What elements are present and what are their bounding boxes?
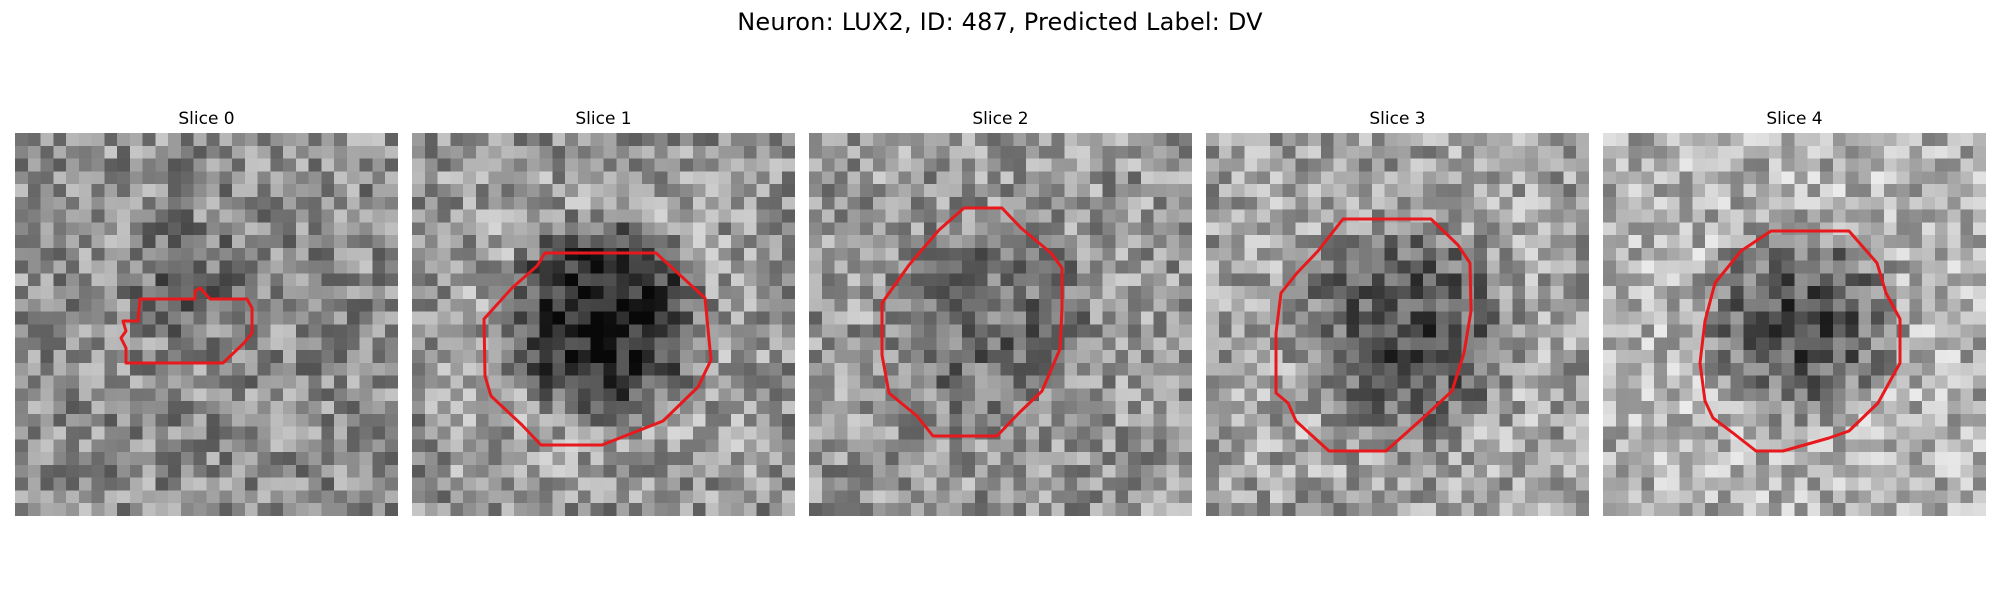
slice-title-1: Slice 1 <box>575 109 632 129</box>
slice-title-2: Slice 2 <box>972 109 1029 129</box>
grayscale-texture <box>412 133 795 516</box>
slice-image-0 <box>15 133 398 516</box>
grayscale-texture <box>15 133 398 516</box>
slice-panel-3: Slice 3 <box>1206 108 1589 516</box>
grayscale-texture <box>1603 133 1986 516</box>
neuron-contour <box>1274 217 1473 453</box>
slice-title-4: Slice 4 <box>1766 109 1823 129</box>
slice-panel-0: Slice 0 <box>15 108 398 516</box>
neuron-contour <box>1698 229 1902 453</box>
grayscale-texture <box>1206 133 1589 516</box>
slice-image-2 <box>809 133 1192 516</box>
neuron-contour <box>119 286 254 365</box>
slice-panel-4: Slice 4 <box>1603 108 1986 516</box>
slice-image-3 <box>1206 133 1589 516</box>
neuron-contour <box>482 251 713 447</box>
neuron-contour <box>880 206 1064 438</box>
figure-title: Neuron: LUX2, ID: 487, Predicted Label: … <box>737 8 1263 36</box>
slice-title-0: Slice 0 <box>178 109 235 129</box>
slice-panel-2: Slice 2 <box>809 108 1192 516</box>
grayscale-texture <box>809 133 1192 516</box>
slice-image-4 <box>1603 133 1986 516</box>
slice-image-1 <box>412 133 795 516</box>
slice-panel-1: Slice 1 <box>412 108 795 516</box>
slice-title-3: Slice 3 <box>1369 109 1426 129</box>
